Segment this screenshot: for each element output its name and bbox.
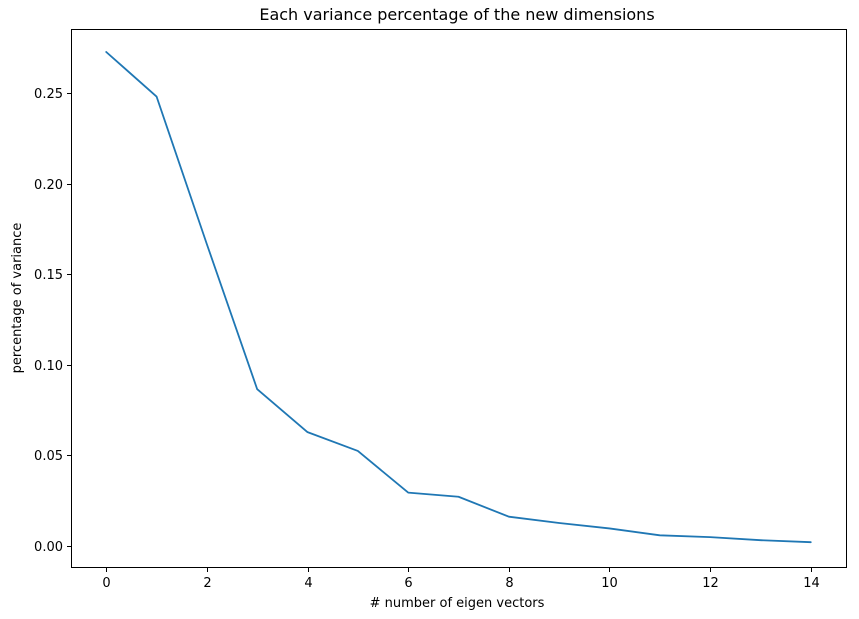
y-tick-label: 0.20 bbox=[34, 178, 63, 193]
x-tick-label: 8 bbox=[505, 576, 513, 591]
x-tick-label: 12 bbox=[702, 576, 719, 591]
plot-frame bbox=[71, 29, 847, 568]
x-axis-label: # number of eigen vectors bbox=[370, 596, 545, 611]
y-axis: 0.00 0.05 0.10 0.15 0.20 0.25 bbox=[34, 87, 72, 555]
x-tick-label: 4 bbox=[304, 576, 312, 591]
x-tick-label: 14 bbox=[803, 576, 820, 591]
y-tick-label: 0.05 bbox=[34, 449, 63, 464]
y-tick-label: 0.15 bbox=[34, 268, 63, 283]
y-axis-label: percentage of variance bbox=[10, 223, 25, 374]
x-tick-label: 2 bbox=[203, 576, 211, 591]
y-tick-label: 0.25 bbox=[34, 87, 63, 102]
y-tick-label: 0.00 bbox=[34, 540, 63, 555]
x-axis: 0 2 4 6 8 10 12 14 bbox=[102, 567, 820, 591]
x-tick-label: 0 bbox=[102, 576, 110, 591]
y-tick-label: 0.10 bbox=[34, 359, 63, 374]
chart-title: Each variance percentage of the new dime… bbox=[259, 5, 654, 24]
plot-area bbox=[71, 29, 847, 568]
series-line-0 bbox=[105, 51, 812, 544]
x-tick-label: 10 bbox=[601, 576, 618, 591]
x-tick-label: 6 bbox=[404, 576, 412, 591]
